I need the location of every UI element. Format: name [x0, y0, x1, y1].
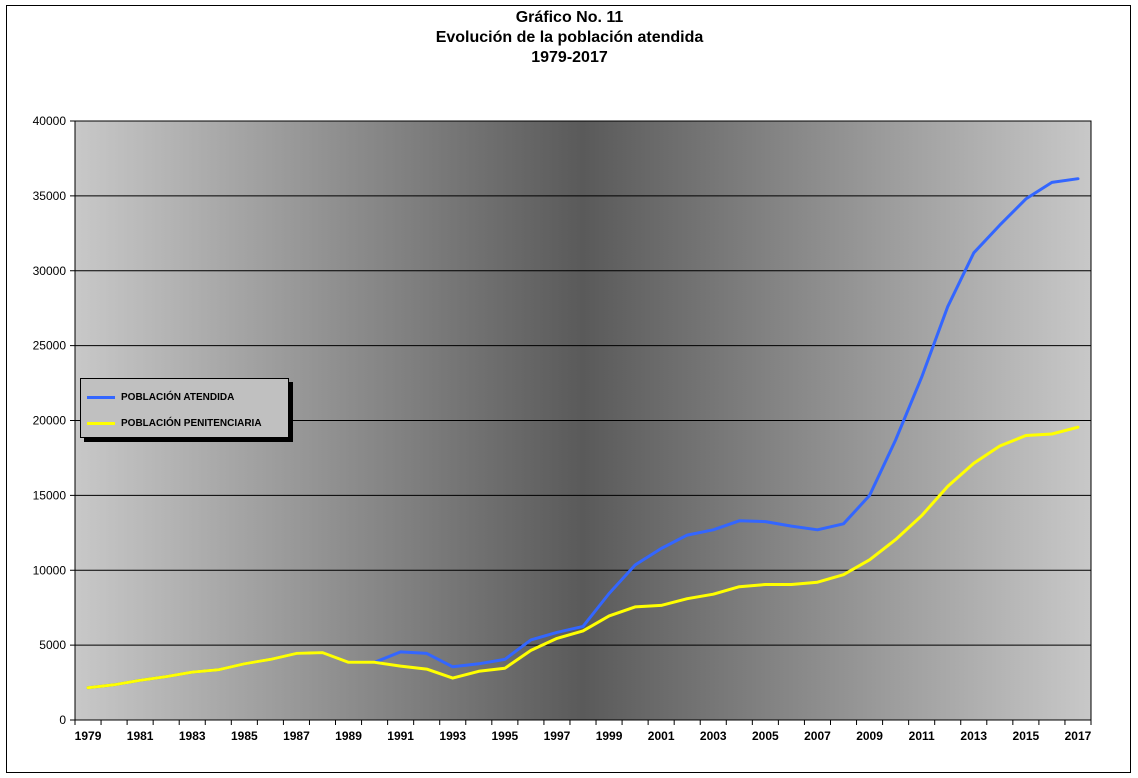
x-tick-label: 1987	[283, 729, 310, 743]
x-axis-ticks: 1979 1981 1983 1985 1987 1989 1991 1993 1995 1997…	[74, 720, 1092, 743]
x-tick-label: 1997	[544, 729, 571, 743]
legend-item-penitenciaria: POBLACIÓN PENITENCIARIA	[87, 414, 262, 432]
x-tick-label: 2009	[856, 729, 883, 743]
x-tick-label: 1991	[387, 729, 414, 743]
legend-label-atendida: POBLACIÓN ATENDIDA	[121, 391, 235, 403]
title-line-1: Gráfico No. 11	[515, 9, 624, 26]
y-axis-ticks: 0 5000 10000 15000 20000 25000 30000 35000 40000	[33, 114, 75, 727]
x-tick-label: 2011	[909, 729, 935, 743]
x-tick-label: 1989	[335, 729, 362, 743]
chart-title: Gráfico No. 11 Evolución de la población…	[7, 8, 1132, 68]
x-tick-label: 2001	[648, 729, 675, 743]
legend-swatch-atendida	[87, 395, 115, 399]
y-tick-label: 20000	[33, 414, 67, 428]
x-tick-label: 2005	[752, 729, 779, 743]
series-line-poblacion-penitenciaria	[86, 425, 1080, 690]
series-lines	[86, 177, 1080, 690]
y-tick-label: 0	[59, 713, 66, 727]
x-tick-label: 1979	[75, 729, 102, 743]
title-line-2: Evolución de la población atendida	[435, 29, 704, 46]
legend-label-penitenciaria: POBLACIÓN PENITENCIARIA	[121, 417, 262, 429]
x-tick-label: 1993	[439, 729, 466, 743]
y-tick-label: 25000	[33, 339, 67, 353]
gridlines	[75, 195, 1091, 646]
x-tick-label: 1985	[231, 729, 258, 743]
x-tick-label: 2007	[804, 729, 831, 743]
y-tick-label: 5000	[39, 638, 66, 652]
x-tick-label: 2003	[700, 729, 727, 743]
title-line-3: 1979-2017	[531, 49, 608, 66]
y-tick-label: 40000	[33, 114, 67, 128]
x-tick-label: 1981	[127, 729, 154, 743]
y-tick-label: 35000	[33, 189, 67, 203]
legend: POBLACIÓN ATENDIDA POBLACIÓN PENITENCIAR…	[80, 378, 289, 438]
x-tick-label: 2017	[1065, 729, 1092, 743]
legend-item-atendida: POBLACIÓN ATENDIDA	[87, 388, 234, 406]
x-tick-label: 1983	[179, 729, 206, 743]
legend-swatch-penitenciaria	[87, 421, 115, 425]
x-tick-label: 2013	[960, 729, 987, 743]
x-tick-label: 1999	[596, 729, 623, 743]
x-tick-label: 1995	[491, 729, 518, 743]
y-tick-label: 15000	[33, 488, 67, 502]
y-tick-label: 10000	[33, 563, 67, 577]
x-tick-label: 2015	[1013, 729, 1040, 743]
y-tick-label: 30000	[33, 264, 67, 278]
